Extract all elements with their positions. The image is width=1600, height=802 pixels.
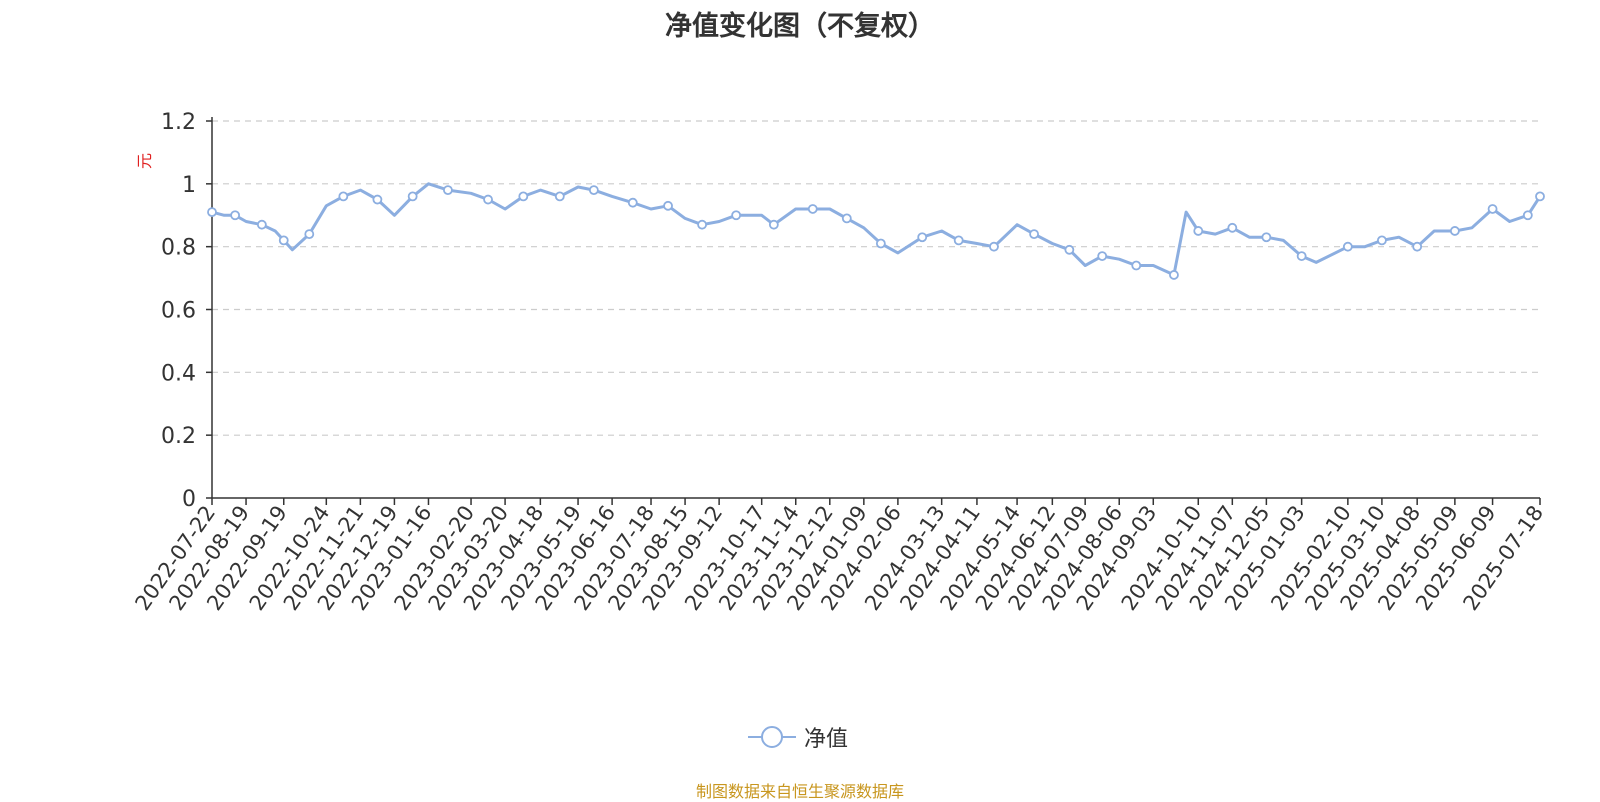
y-axis-label: 元 (135, 153, 154, 169)
legend-marker-icon (748, 725, 796, 749)
data-point (588, 185, 599, 196)
data-point (768, 219, 779, 230)
y-tick-label: 1.2 (161, 110, 196, 135)
data-point (663, 200, 673, 211)
data-point (1261, 232, 1272, 243)
data-point (1169, 270, 1179, 280)
data-point (372, 194, 383, 205)
y-tick-label: 0.4 (161, 361, 196, 386)
data-point (1535, 191, 1545, 202)
data-point (1029, 229, 1039, 240)
data-point (917, 232, 928, 243)
y-tick-label: 0.2 (161, 424, 196, 449)
legend[interactable]: 净值 (748, 722, 848, 752)
data-point (1522, 210, 1533, 221)
data-point (483, 194, 493, 205)
data-point (1377, 235, 1387, 246)
data-point (443, 185, 453, 196)
data-point (1296, 251, 1307, 261)
data-point (518, 191, 529, 202)
data-point (875, 238, 886, 249)
data-point (841, 213, 852, 224)
data-point (1342, 241, 1353, 252)
data-point (1097, 251, 1108, 261)
data-point (697, 219, 707, 230)
data-point (953, 235, 964, 246)
data-point (554, 191, 565, 202)
y-tick-label: 0 (182, 487, 196, 512)
data-point (1064, 244, 1075, 255)
data-point (338, 191, 349, 202)
source-note: 制图数据来自恒生聚源数据库 (695, 782, 904, 801)
data-point (731, 210, 742, 221)
data-point (627, 197, 638, 208)
data-point (1227, 222, 1238, 233)
data-point (256, 219, 267, 230)
data-point (807, 204, 818, 214)
data-point (230, 210, 241, 221)
data-point (278, 235, 289, 246)
data-point (304, 229, 315, 240)
data-point (1131, 260, 1142, 271)
data-point (207, 207, 217, 218)
data-point (1487, 204, 1498, 214)
legend-label: 净值 (804, 727, 849, 752)
data-point (1449, 226, 1460, 236)
y-tick-label: 1 (182, 173, 196, 198)
chart-title: 净值变化图（不复权） (665, 11, 935, 42)
data-point (1193, 226, 1204, 236)
data-point (1412, 241, 1423, 252)
data-point (407, 191, 418, 202)
y-tick-label: 0.6 (161, 299, 196, 324)
data-point (989, 241, 999, 252)
y-tick-label: 0.8 (161, 236, 196, 261)
